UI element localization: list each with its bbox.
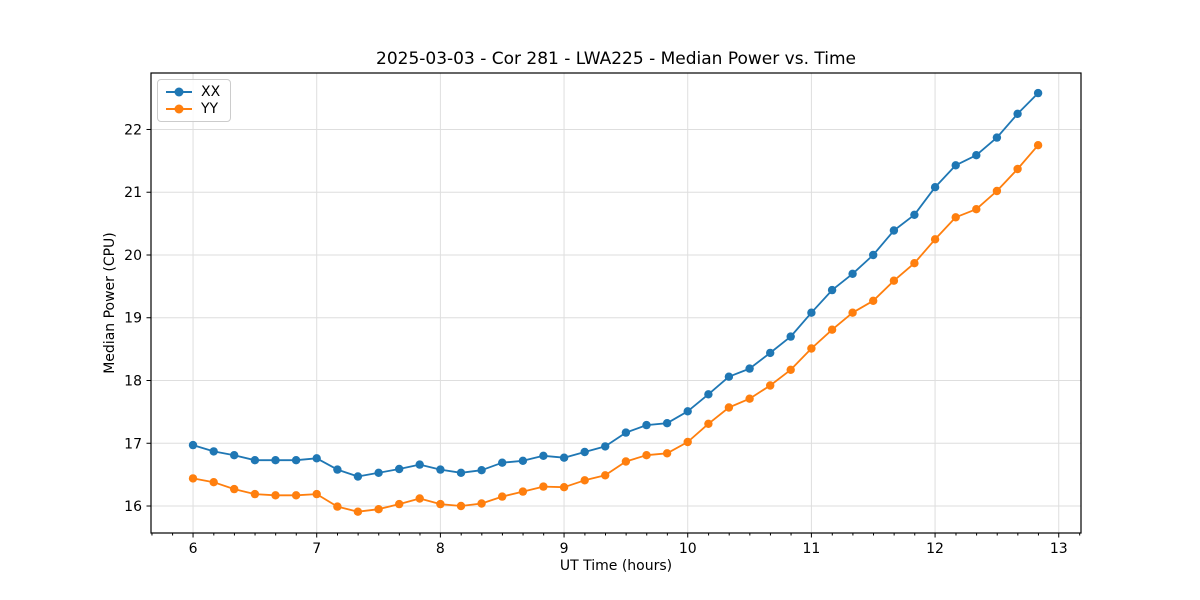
- svg-text:8: 8: [436, 541, 445, 557]
- svg-text:16: 16: [124, 499, 142, 515]
- svg-text:11: 11: [802, 541, 820, 557]
- x-axis-label: UT Time (hours): [559, 558, 673, 574]
- legend-label-yy: YY: [201, 101, 219, 117]
- legend: XX YY: [157, 79, 232, 122]
- tick-labels: 6 7 8 9 10 11 12 13 16 17 18 19 20 21 22: [124, 122, 1067, 557]
- svg-text:21: 21: [124, 185, 142, 201]
- legend-entry-xx: XX: [165, 84, 220, 100]
- y-axis-label: Median Power (CPU): [102, 232, 118, 374]
- legend-label-xx: XX: [201, 84, 221, 100]
- svg-text:10: 10: [679, 541, 697, 557]
- svg-text:9: 9: [560, 541, 569, 557]
- svg-text:22: 22: [124, 122, 142, 138]
- gridlines: [151, 73, 1081, 533]
- svg-text:17: 17: [124, 436, 142, 452]
- axis-ticks: [146, 128, 1081, 538]
- series-markers-xx: [188, 88, 1043, 481]
- series-markers-yy: [188, 141, 1043, 516]
- legend-line-marker-yy-icon: [166, 104, 192, 114]
- chart-title: 2025-03-03 - Cor 281 - LWA225 - Median P…: [376, 49, 856, 69]
- svg-text:13: 13: [1050, 541, 1068, 557]
- svg-text:20: 20: [124, 248, 142, 264]
- svg-text:18: 18: [124, 374, 142, 390]
- legend-entry-yy: YY: [165, 101, 220, 117]
- axes-spines: [150, 72, 1082, 534]
- svg-text:7: 7: [312, 541, 321, 557]
- series-line-xx: [192, 92, 1039, 478]
- svg-text:12: 12: [926, 541, 944, 557]
- svg-text:6: 6: [189, 541, 198, 557]
- legend-line-marker-xx-icon: [166, 87, 192, 97]
- svg-text:19: 19: [124, 311, 142, 327]
